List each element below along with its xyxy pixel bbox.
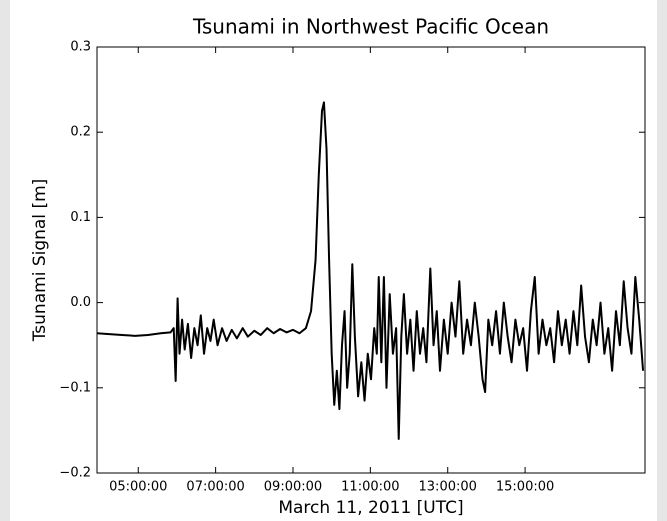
y-tick-label: −0.2 xyxy=(59,466,91,481)
x-tick-label: 07:00:00 xyxy=(186,480,244,495)
x-tick-label: 13:00:00 xyxy=(419,480,477,495)
axes-frame xyxy=(96,46,646,474)
y-tick-label: 0.0 xyxy=(70,295,91,310)
x-tick-label: 09:00:00 xyxy=(264,480,322,495)
x-axis-label: March 11, 2011 [UTC] xyxy=(278,498,463,518)
y-axis-label: Tsunami Signal [m] xyxy=(30,179,50,343)
x-tick-label: 15:00:00 xyxy=(496,480,554,495)
y-tick-label: 0.2 xyxy=(70,125,91,140)
x-tick-label: 05:00:00 xyxy=(109,480,167,495)
data-line xyxy=(96,101,645,440)
figure-background xyxy=(10,0,657,521)
chart-title: Tsunami in Northwest Pacific Ocean xyxy=(192,15,549,39)
y-tick-label: 0.1 xyxy=(70,210,91,225)
y-tick-label: −0.1 xyxy=(59,380,91,395)
y-tick-label: 0.3 xyxy=(70,40,91,55)
x-tick-label: 11:00:00 xyxy=(341,480,399,495)
